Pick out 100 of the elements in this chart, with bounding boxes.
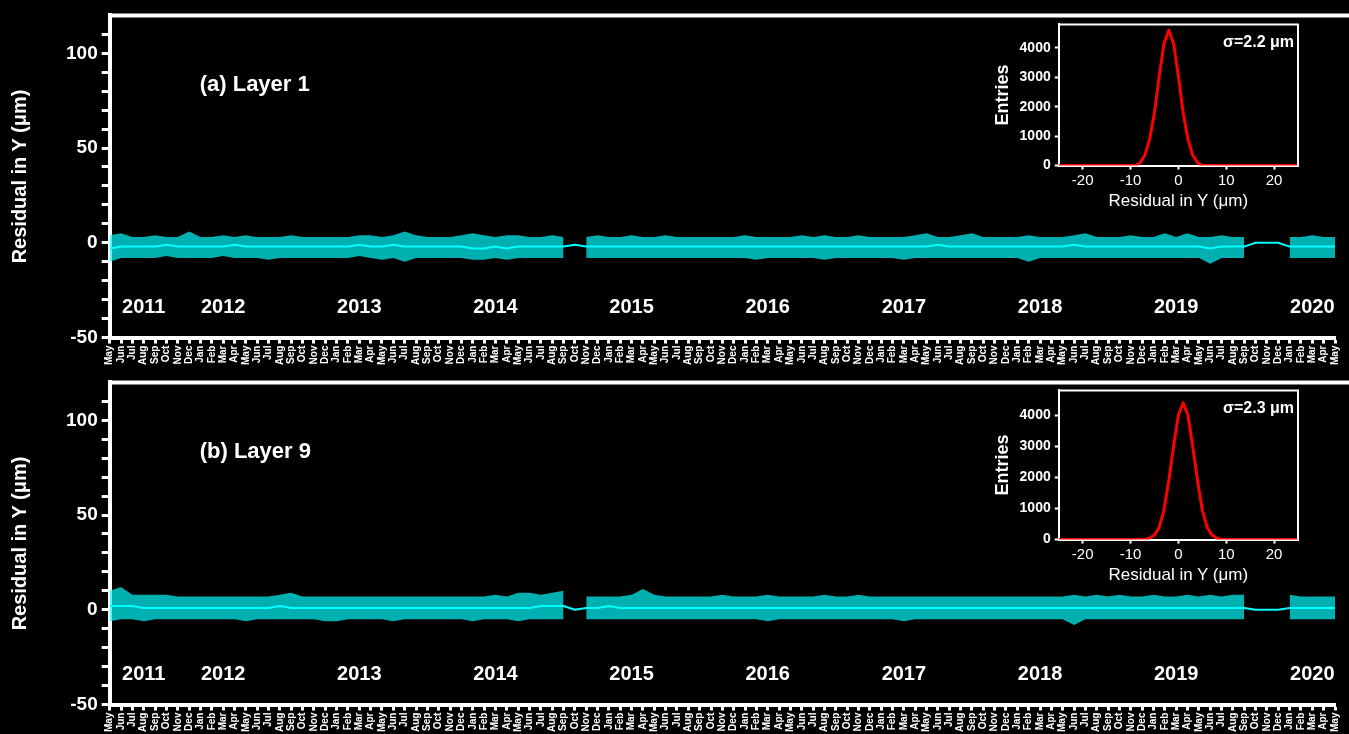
x-tick-label: Mar [489,345,501,364]
x-tick-label: May [1056,712,1068,732]
x-tick-label: Mar [897,712,909,731]
x-tick-label: Sep [284,345,296,364]
x-tick-label: Nov [307,345,319,365]
x-tick-label: Jun [523,712,535,731]
y-tick-label: 0 [1042,530,1051,547]
x-tick-label: Jun [1067,345,1079,364]
x-tick-label: Apr [364,345,376,363]
x-tick-label: Apr [772,345,784,363]
x-tick-label: Dec [319,712,331,731]
x-tick-label: Nov [852,712,864,732]
x-tick-label: Nov [1260,712,1272,732]
x-tick-label: Oct [1249,711,1261,730]
x2-tick-label: 2019 [1153,662,1199,685]
x-tick-label: Oct [840,711,852,730]
x-tick-label: Jun [1203,345,1215,364]
x-tick-label: Apr [1317,712,1329,730]
x-axis-title: Residual in Y (μm) [1108,565,1249,585]
x-tick-label: Aug [818,345,830,365]
x-tick-label: Jan [874,712,886,730]
x-tick-label: Apr [228,345,240,363]
x-tick-label: Jan [874,345,886,363]
x-tick-label: Mar [761,345,773,364]
x2-tick-label: 2019 [1153,295,1199,318]
x-tick-label: Dec [319,345,331,364]
x-tick-label: Sep [965,712,977,731]
x-tick-label: Jan [1011,712,1023,730]
x2-tick-label: 2017 [881,662,927,685]
x-tick-label: Dec [727,345,739,364]
x-tick-label: 0 [1174,544,1183,562]
x-tick-label: Dec [1135,345,1147,364]
x-tick-label: Sep [148,712,160,731]
x-tick-label: Oct [160,344,172,363]
x-tick-label: Oct [296,344,308,363]
text: (a) Layer 1 [199,71,310,97]
x-tick-label: Aug [1090,712,1102,732]
x-tick-label: Feb [205,345,217,364]
x-tick-label: Aug [1090,345,1102,365]
x-tick-label: Jun [387,712,399,731]
x-tick-label: Apr [500,712,512,730]
x-tick-label: Feb [613,712,625,731]
x-tick-label: 20 [1265,544,1283,562]
x-tick-label: Mar [897,345,909,364]
x-tick-label: Sep [421,345,433,364]
x-tick-label: Jul [1215,345,1227,360]
x-tick-label: Dec [591,712,603,731]
y-tick-label: -50 [70,692,98,714]
x-tick-label: May [648,345,660,365]
x-tick-label: Sep [1237,712,1249,731]
x-tick-label: Sep [284,712,296,731]
x-tick-label: Sep [421,712,433,731]
x-tick-label: Jul [943,345,955,360]
x-tick-label: Sep [557,345,569,364]
x-tick-label: Dec [591,345,603,364]
x-tick-label: Oct [1249,344,1261,363]
x-tick-label: Nov [443,345,455,365]
y-tick-label: 1000 [1019,127,1051,144]
x-tick-label: Mar [1306,345,1318,364]
x-tick-label: Nov [1260,345,1272,365]
x-tick-label: Feb [477,712,489,731]
x-tick-label: 0 [1174,170,1183,188]
x-tick-label: Apr [636,345,648,363]
x-tick-label: Nov [852,345,864,365]
x-tick-label: Apr [228,712,240,730]
x-tick-label: Oct [568,344,580,363]
x-tick-label: Sep [148,345,160,364]
x-tick-label: Jun [1067,712,1079,731]
x-tick-label: Mar [1306,712,1318,731]
x2-tick-label: 2014 [473,662,519,685]
x-tick-label: Jun [523,345,535,364]
x-tick-label: Jul [262,712,274,727]
x-tick-label: Dec [727,712,739,731]
x-tick-label: Feb [341,712,353,731]
x-tick-label: Jul [398,345,410,360]
x-tick-label: Oct [704,711,716,730]
x2-tick-label: 2015 [609,662,654,685]
x-tick-label: May [103,712,115,732]
x-tick-label: Apr [364,712,376,730]
y-axis-title: Entries [991,64,1012,126]
y-axis-title: Residual in Y (μm) [7,456,30,631]
x-tick-label: Jan [738,712,750,730]
x-tick-label: Nov [1124,712,1136,732]
x-tick-label: Jul [1079,345,1091,360]
x-tick-label: Nov [579,712,591,732]
x-tick-label: Jul [126,345,138,360]
x-tick-label: Jan [194,345,206,363]
x-tick-label: Apr [1181,712,1193,730]
x-tick-label: Dec [1272,712,1284,731]
x-tick-label: Mar [1169,712,1181,731]
x-tick-label: Mar [353,345,365,364]
annotation: σ=2.2 μm [1223,32,1294,50]
x2-tick-label: 2018 [1017,662,1063,685]
x-tick-label: Feb [341,345,353,364]
x-tick-label: Dec [863,345,875,364]
x-tick-label: Sep [829,345,841,364]
x-tick-label: Jan [738,345,750,363]
x-tick-label: Dec [182,345,194,364]
y-tick-label: 0 [87,598,98,620]
x-tick-label: Mar [1033,712,1045,731]
